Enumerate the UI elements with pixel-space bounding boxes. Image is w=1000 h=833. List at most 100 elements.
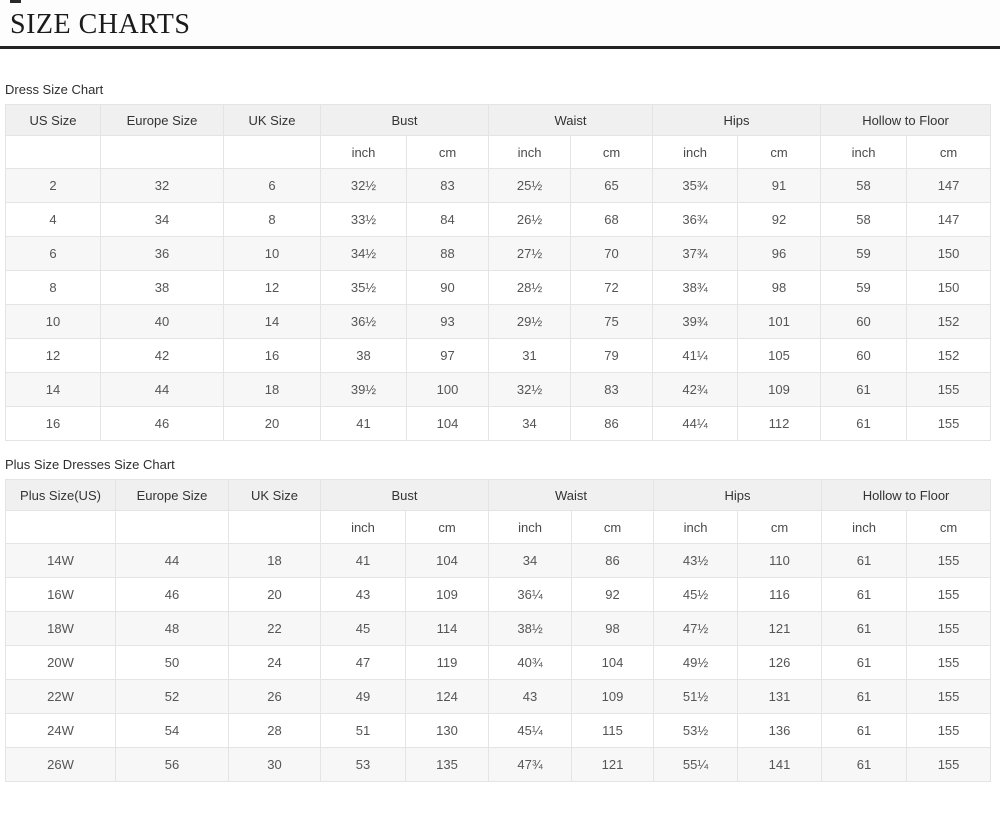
table-cell: 61 — [821, 543, 908, 578]
column-header-us-size: US Size — [5, 104, 101, 136]
table-cell: 6 — [5, 236, 101, 271]
table-cell: 49½ — [653, 645, 739, 680]
table-cell: 36½ — [320, 304, 407, 339]
table-cell: 34½ — [320, 236, 407, 271]
table-cell: 27½ — [488, 236, 572, 271]
table-cell: 26 — [228, 679, 321, 714]
table-cell: 104 — [405, 406, 490, 441]
table-cell: 49 — [320, 679, 406, 714]
table-cell: 86 — [571, 543, 655, 578]
table-row-size-4: 4 34 8 33½ 84 26½ 68 36¾ 92 58 147 — [5, 202, 992, 237]
unit-header-inch: inch — [653, 510, 739, 544]
table-cell: 83 — [570, 372, 654, 407]
unit-header-empty — [5, 510, 116, 544]
table-cell: 155 — [906, 372, 992, 407]
table-cell: 61 — [821, 577, 908, 612]
table-cell: 28½ — [488, 270, 572, 305]
table-cell: 93 — [405, 304, 490, 339]
table-cell: 42 — [100, 338, 224, 373]
table-cell: 141 — [737, 747, 823, 782]
table-cell: 126 — [737, 645, 823, 680]
table-cell: 34 — [488, 543, 573, 578]
column-header-europe-size: Europe Size — [100, 104, 224, 136]
table-cell: 32½ — [320, 168, 407, 203]
table-cell: 8 — [223, 202, 321, 237]
table-cell: 22 — [228, 611, 321, 646]
unit-header-inch: inch — [820, 135, 908, 169]
table-cell: 39½ — [320, 372, 407, 407]
table-cell: 121 — [571, 747, 655, 782]
unit-header-empty — [223, 135, 321, 169]
corner-mark — [10, 0, 21, 3]
table-label-plus-size-chart: Plus Size Dresses Size Chart — [5, 457, 175, 472]
table-cell: 119 — [404, 645, 490, 680]
table-cell: 61 — [821, 679, 908, 714]
table-cell: 59 — [820, 270, 908, 305]
table-cell: 24W — [5, 713, 116, 748]
unit-header-cm: cm — [906, 135, 992, 169]
column-header-hollow-to-floor: Hollow to Floor — [820, 104, 992, 136]
unit-header-row: inch cm inch cm inch cm inch cm — [5, 135, 992, 169]
table-cell: 18 — [223, 372, 321, 407]
unit-header-cm: cm — [570, 135, 654, 169]
table-cell: 101 — [737, 304, 822, 339]
table-cell: 47 — [320, 645, 406, 680]
table-cell: 39¾ — [652, 304, 739, 339]
table-row-size-14w: 14W 44 18 41 104 34 86 43½ 110 61 155 — [5, 543, 992, 578]
dress-size-chart-table: US Size Europe Size UK Size Bust Waist Hips Ho… — [5, 104, 992, 441]
table-cell: 29½ — [488, 304, 572, 339]
title-bar: SIZE CHARTS — [0, 0, 1000, 46]
table-cell: 58 — [820, 202, 908, 237]
table-cell: 38 — [100, 270, 224, 305]
table-cell: 12 — [5, 338, 101, 373]
column-header-uk-size: UK Size — [223, 104, 321, 136]
table-cell: 45½ — [653, 577, 739, 612]
table-cell: 61 — [820, 372, 908, 407]
table-cell: 112 — [737, 406, 822, 441]
table-cell: 34 — [488, 406, 572, 441]
unit-header-empty — [100, 135, 224, 169]
table-cell: 155 — [906, 747, 992, 782]
column-header-europe-size: Europe Size — [115, 479, 229, 511]
table-cell: 90 — [405, 270, 490, 305]
table-cell: 60 — [820, 338, 908, 373]
table-cell: 61 — [821, 747, 908, 782]
table-cell: 104 — [571, 645, 655, 680]
table-cell: 44¼ — [652, 406, 739, 441]
table-row-size-16: 16 46 20 41 104 34 86 44¼ 112 61 155 — [5, 406, 992, 441]
table-cell: 31 — [488, 338, 572, 373]
table-cell: 147 — [906, 202, 992, 237]
unit-header-cm: cm — [405, 135, 490, 169]
title-divider — [0, 46, 1000, 49]
table-cell: 43½ — [653, 543, 739, 578]
table-row-size-20w: 20W 50 24 47 119 40¾ 104 49½ 126 61 155 — [5, 645, 992, 680]
table-row-size-10: 10 40 14 36½ 93 29½ 75 39¾ 101 60 152 — [5, 304, 992, 339]
unit-header-row: inch cm inch cm inch cm inch cm — [5, 510, 992, 544]
column-header-bust: Bust — [319, 104, 490, 136]
unit-header-cm: cm — [737, 135, 822, 169]
table-cell: 41 — [320, 543, 406, 578]
table-cell: 14 — [5, 372, 101, 407]
table-cell: 61 — [820, 406, 908, 441]
table-cell: 109 — [571, 679, 655, 714]
table-cell: 16 — [223, 338, 321, 373]
table-cell: 155 — [906, 543, 992, 578]
plus-size-dresses-size-chart-table: Plus Size(US) Europe Size UK Size Bust Waist… — [5, 479, 992, 782]
table-cell: 2 — [5, 168, 101, 203]
table-cell: 14W — [5, 543, 116, 578]
table-cell: 48 — [115, 611, 229, 646]
column-header-waist: Waist — [488, 479, 655, 511]
table-cell: 92 — [737, 202, 822, 237]
table-cell: 155 — [906, 611, 992, 646]
table-cell: 52 — [115, 679, 229, 714]
unit-header-inch: inch — [821, 510, 908, 544]
table-row-size-2: 2 32 6 32½ 83 25½ 65 35¾ 91 58 147 — [5, 168, 992, 203]
unit-header-inch: inch — [320, 510, 406, 544]
table-cell: 8 — [5, 270, 101, 305]
table-cell: 79 — [570, 338, 654, 373]
unit-header-cm: cm — [737, 510, 823, 544]
table-cell: 150 — [906, 270, 992, 305]
table-cell: 47½ — [653, 611, 739, 646]
table-cell: 44 — [115, 543, 229, 578]
unit-header-inch: inch — [488, 135, 572, 169]
